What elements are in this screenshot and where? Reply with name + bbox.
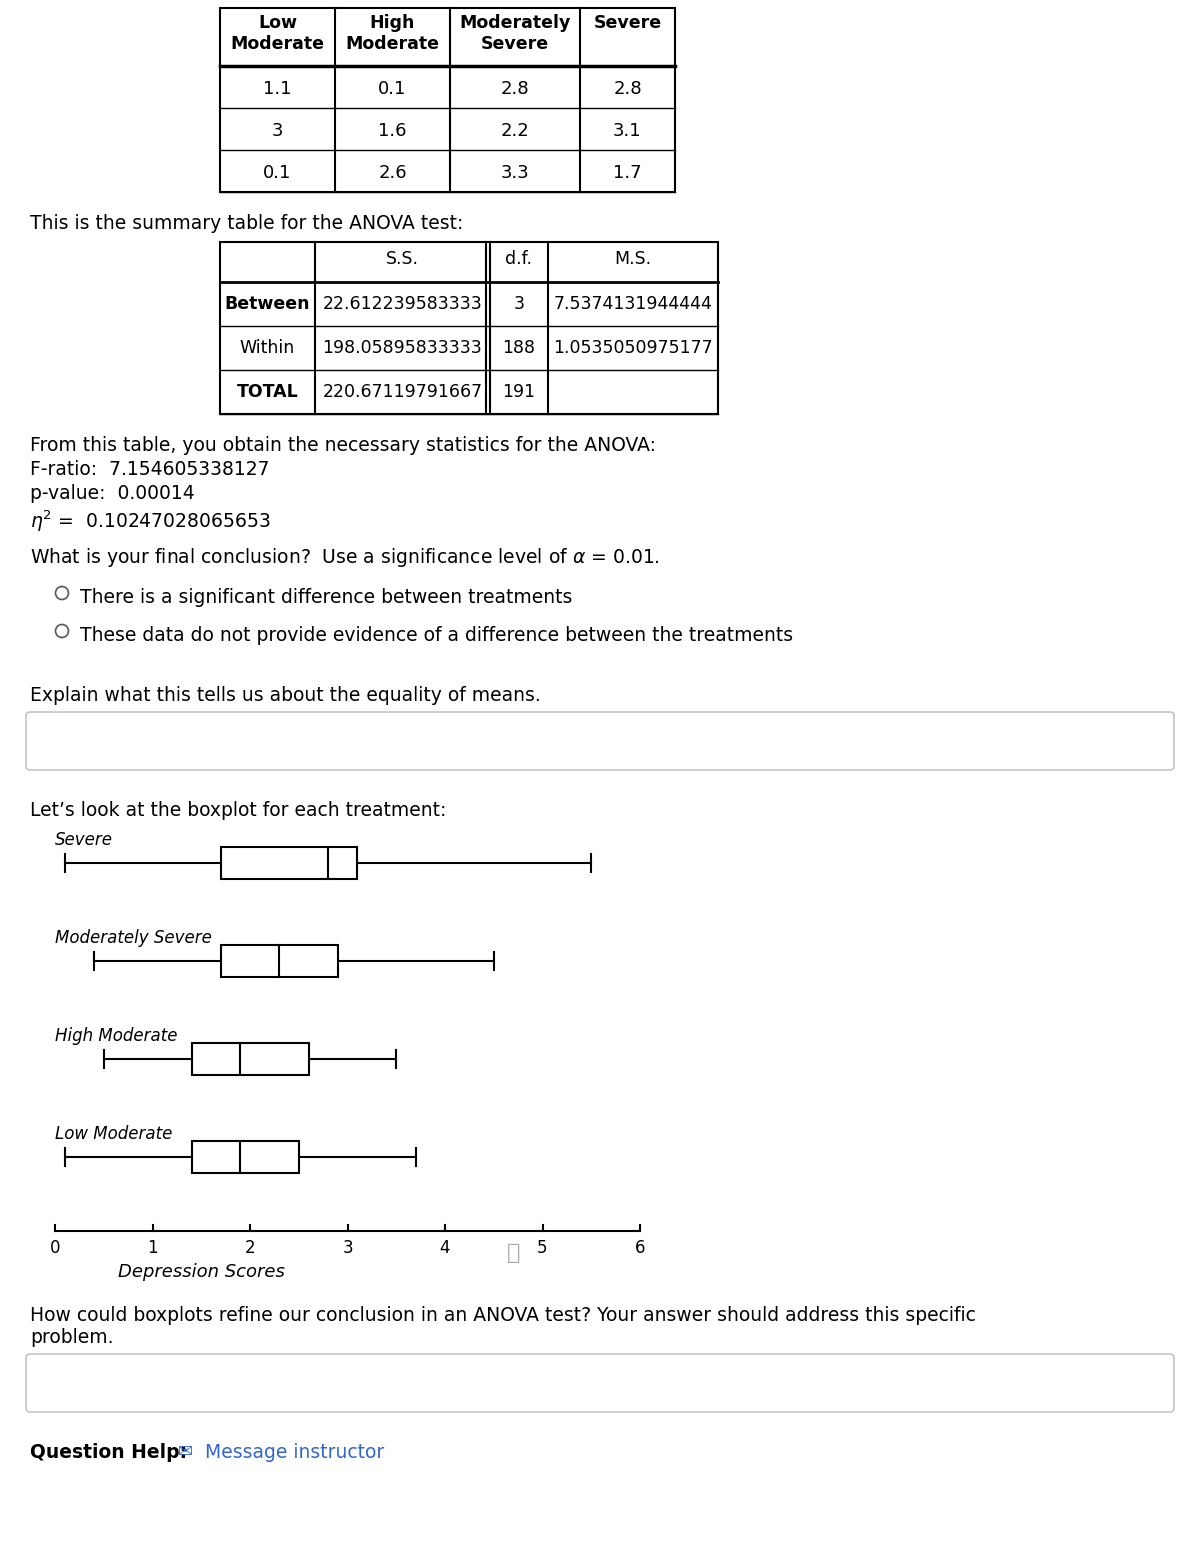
Text: d.f.: d.f. bbox=[505, 250, 533, 269]
Text: Between: Between bbox=[224, 295, 311, 314]
Text: 6: 6 bbox=[635, 1239, 646, 1256]
Text: 7.5374131944444: 7.5374131944444 bbox=[553, 295, 713, 314]
Text: 1.6: 1.6 bbox=[378, 123, 407, 140]
Text: 2.8: 2.8 bbox=[613, 81, 642, 98]
Text: Severe: Severe bbox=[55, 831, 113, 849]
Text: 22.612239583333: 22.612239583333 bbox=[323, 295, 482, 314]
Bar bbox=[221, 944, 337, 977]
Text: 3: 3 bbox=[514, 295, 524, 314]
Text: 5: 5 bbox=[538, 1239, 547, 1256]
Bar bbox=[220, 8, 674, 193]
Text: 4: 4 bbox=[439, 1239, 450, 1256]
Text: 3.3: 3.3 bbox=[500, 165, 529, 182]
Text: 191: 191 bbox=[503, 384, 535, 401]
Text: Low Moderate: Low Moderate bbox=[55, 1124, 173, 1143]
Text: 3: 3 bbox=[271, 123, 283, 140]
Text: High Moderate: High Moderate bbox=[55, 1027, 178, 1045]
Bar bbox=[192, 1141, 299, 1173]
Text: 3.1: 3.1 bbox=[613, 123, 642, 140]
Text: 198.05895833333: 198.05895833333 bbox=[323, 339, 482, 357]
Text: 2.8: 2.8 bbox=[500, 81, 529, 98]
Text: Depression Scores: Depression Scores bbox=[118, 1263, 284, 1281]
Text: 1.1: 1.1 bbox=[263, 81, 292, 98]
Text: Explain what this tells us about the equality of means.: Explain what this tells us about the equ… bbox=[30, 686, 541, 705]
Text: 3: 3 bbox=[342, 1239, 353, 1256]
Text: Low
Moderate: Low Moderate bbox=[230, 14, 324, 53]
FancyBboxPatch shape bbox=[26, 1354, 1174, 1412]
Text: What is your final conclusion?  Use a significance level of $\alpha$ = 0.01.: What is your final conclusion? Use a sig… bbox=[30, 547, 660, 568]
Text: $\eta^2$ =  0.10247028065653: $\eta^2$ = 0.10247028065653 bbox=[30, 508, 271, 534]
Text: Let’s look at the boxplot for each treatment:: Let’s look at the boxplot for each treat… bbox=[30, 801, 446, 820]
Text: Question Help:: Question Help: bbox=[30, 1443, 187, 1461]
Text: Moderately
Severe: Moderately Severe bbox=[460, 14, 571, 53]
Text: ⌕: ⌕ bbox=[506, 1242, 520, 1263]
Text: 2: 2 bbox=[245, 1239, 256, 1256]
Bar bbox=[221, 846, 358, 879]
Text: p-value:  0.00014: p-value: 0.00014 bbox=[30, 485, 194, 503]
Text: 188: 188 bbox=[503, 339, 535, 357]
Text: This is the summary table for the ANOVA test:: This is the summary table for the ANOVA … bbox=[30, 214, 463, 233]
Bar bbox=[220, 242, 718, 415]
Text: From this table, you obtain the necessary statistics for the ANOVA:: From this table, you obtain the necessar… bbox=[30, 436, 656, 455]
Text: M.S.: M.S. bbox=[614, 250, 652, 269]
Text: 0.1: 0.1 bbox=[263, 165, 292, 182]
Text: 1.0535050975177: 1.0535050975177 bbox=[553, 339, 713, 357]
Text: TOTAL: TOTAL bbox=[236, 384, 299, 401]
Text: S.S.: S.S. bbox=[386, 250, 419, 269]
Text: 0: 0 bbox=[49, 1239, 60, 1256]
Text: Message instructor: Message instructor bbox=[205, 1443, 384, 1461]
Text: ✉: ✉ bbox=[178, 1443, 193, 1461]
Text: 1.7: 1.7 bbox=[613, 165, 642, 182]
FancyBboxPatch shape bbox=[26, 711, 1174, 770]
Text: Within: Within bbox=[240, 339, 295, 357]
Text: 220.67119791667: 220.67119791667 bbox=[323, 384, 482, 401]
Text: 2.2: 2.2 bbox=[500, 123, 529, 140]
Text: These data do not provide evidence of a difference between the treatments: These data do not provide evidence of a … bbox=[80, 626, 793, 644]
Text: 2.6: 2.6 bbox=[378, 165, 407, 182]
Text: Moderately Severe: Moderately Severe bbox=[55, 929, 212, 947]
Text: F-ratio:  7.154605338127: F-ratio: 7.154605338127 bbox=[30, 460, 270, 478]
Text: How could boxplots refine our conclusion in an ANOVA test? Your answer should ad: How could boxplots refine our conclusion… bbox=[30, 1306, 976, 1346]
Bar bbox=[192, 1044, 308, 1075]
Text: There is a significant difference between treatments: There is a significant difference betwee… bbox=[80, 589, 572, 607]
Text: Severe: Severe bbox=[594, 14, 661, 33]
Text: 1: 1 bbox=[148, 1239, 158, 1256]
Text: High
Moderate: High Moderate bbox=[346, 14, 439, 53]
Text: 0.1: 0.1 bbox=[378, 81, 407, 98]
